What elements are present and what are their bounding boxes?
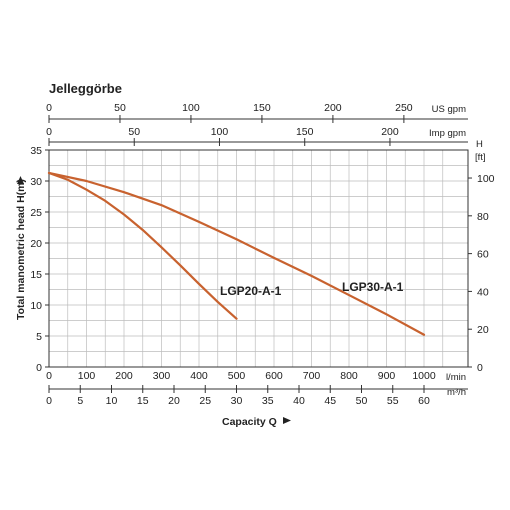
y-tick-label: 25 bbox=[30, 207, 42, 219]
x-tick-label-lmin: 500 bbox=[228, 370, 246, 382]
x-tick-label-impgpm: 200 bbox=[381, 126, 399, 138]
x-tick-label-impgpm: 150 bbox=[296, 126, 314, 138]
x-tick-label-usgpm: 150 bbox=[253, 102, 271, 114]
data-point bbox=[385, 313, 388, 316]
y-tick-label: 10 bbox=[30, 300, 42, 312]
y2-tick-label: 100 bbox=[477, 173, 495, 185]
data-point bbox=[198, 283, 200, 285]
y-tick-label: 0 bbox=[36, 362, 42, 374]
x-tick-label-usgpm: 200 bbox=[324, 102, 342, 114]
x-tick-label-impgpm: 0 bbox=[46, 126, 52, 138]
x-unit-label-lmin: l/min bbox=[446, 372, 466, 383]
x-tick-label-m3h: 35 bbox=[262, 395, 274, 407]
data-point bbox=[48, 172, 50, 174]
x-tick-label-lmin: 1000 bbox=[412, 370, 436, 382]
data-point bbox=[123, 191, 125, 194]
y2-tick-label: 40 bbox=[477, 286, 489, 298]
data-point bbox=[216, 301, 219, 303]
y-axis-label: Total manometric head H(m) bbox=[15, 179, 27, 320]
x-tick-label-m3h: 15 bbox=[137, 395, 149, 407]
data-point bbox=[160, 204, 163, 207]
x-tick-label-m3h: 30 bbox=[231, 395, 243, 407]
x-tick-label-usgpm: 0 bbox=[46, 102, 52, 114]
y2-unit-label: [ft] bbox=[475, 152, 486, 163]
x-tick-label-m3h: 40 bbox=[293, 395, 305, 407]
data-point bbox=[348, 294, 350, 296]
data-point bbox=[423, 333, 425, 336]
x-tick-label-lmin: 900 bbox=[378, 370, 396, 382]
data-point bbox=[273, 256, 275, 259]
y-tick-label: 30 bbox=[30, 176, 42, 188]
series-label: LGP30-A-1 bbox=[342, 280, 404, 294]
x-unit-label-impgpm: Imp gpm bbox=[429, 128, 466, 139]
series-label: LGP20-A-1 bbox=[220, 284, 282, 298]
data-point bbox=[66, 178, 69, 181]
x-unit-label-usgpm: US gpm bbox=[432, 104, 466, 115]
x-axis-label-arrow-icon bbox=[283, 417, 291, 424]
x-tick-label-m3h: 5 bbox=[77, 395, 83, 407]
x-tick-label-lmin: 600 bbox=[265, 370, 283, 382]
x-unit-label-m3h: m³/h bbox=[447, 387, 466, 398]
x-tick-label-m3h: 45 bbox=[324, 395, 336, 407]
y2-tick-label: 20 bbox=[477, 324, 489, 336]
x-tick-label-m3h: 50 bbox=[356, 395, 368, 407]
x-tick-label-lmin: 0 bbox=[46, 370, 52, 382]
x-tick-label-lmin: 200 bbox=[115, 370, 133, 382]
x-tick-label-lmin: 400 bbox=[190, 370, 208, 382]
plot-frame bbox=[48, 149, 469, 368]
x-tick-label-lmin: 300 bbox=[153, 370, 171, 382]
data-point bbox=[85, 188, 88, 191]
data-point bbox=[235, 317, 238, 320]
x-tick-label-usgpm: 250 bbox=[395, 102, 413, 114]
data-point bbox=[160, 246, 163, 249]
data-point bbox=[179, 264, 182, 267]
data-point bbox=[235, 238, 238, 241]
x-tick-label-impgpm: 100 bbox=[211, 126, 229, 138]
y-tick-label: 5 bbox=[36, 331, 42, 343]
data-point bbox=[104, 199, 107, 202]
x-tick-label-m3h: 0 bbox=[46, 395, 52, 407]
x-tick-label-usgpm: 100 bbox=[182, 102, 200, 114]
y2-unit-label: H bbox=[476, 139, 483, 150]
chart-title: Jelleggörbe bbox=[49, 81, 122, 96]
x-axis-label: Capacity Q bbox=[222, 416, 277, 428]
y2-tick-label: 80 bbox=[477, 211, 489, 223]
data-point bbox=[85, 180, 88, 182]
x-tick-label-lmin: 800 bbox=[340, 370, 358, 382]
y2-tick-label: 60 bbox=[477, 249, 489, 261]
x-tick-label-m3h: 55 bbox=[387, 395, 399, 407]
data-point bbox=[310, 274, 313, 277]
y-tick-label: 15 bbox=[30, 269, 42, 281]
x-tick-label-m3h: 10 bbox=[106, 395, 118, 407]
x-tick-label-lmin: 100 bbox=[78, 370, 96, 382]
x-tick-label-usgpm: 50 bbox=[114, 102, 126, 114]
y-axis-label-arrow-icon bbox=[17, 176, 24, 184]
data-point bbox=[198, 221, 200, 223]
x-tick-label-m3h: 25 bbox=[199, 395, 211, 407]
y-tick-label: 35 bbox=[30, 145, 42, 157]
data-point bbox=[123, 213, 125, 216]
x-tick-label-lmin: 700 bbox=[303, 370, 321, 382]
y2-tick-label: 0 bbox=[477, 362, 483, 374]
y-tick-label: 20 bbox=[30, 238, 42, 250]
data-point bbox=[141, 229, 144, 231]
x-tick-label-m3h: 60 bbox=[418, 395, 430, 407]
x-tick-label-impgpm: 50 bbox=[128, 126, 140, 138]
x-tick-label-m3h: 20 bbox=[168, 395, 180, 407]
